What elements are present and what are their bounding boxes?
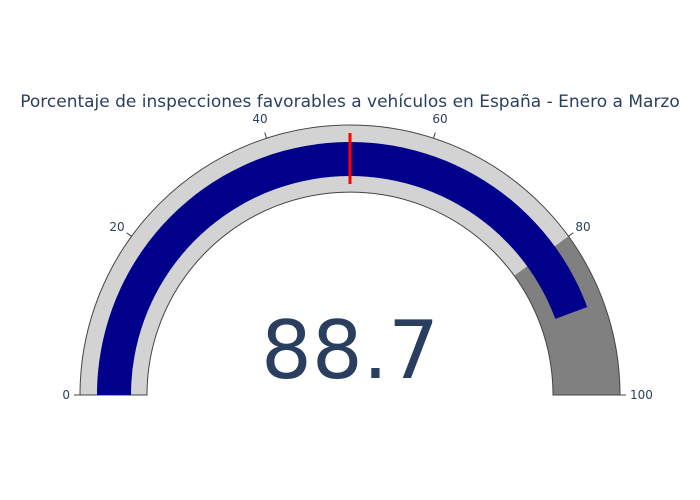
gauge-tick-label: 0 — [62, 388, 70, 402]
gauge-tick-20 — [126, 232, 132, 237]
gauge-group: 0 20 40 60 80 100 — [62, 112, 653, 402]
chart-title: Porcentaje de inspecciones favorables a … — [20, 92, 680, 112]
gauge-value-bar — [97, 142, 588, 395]
gauge-tick-80 — [568, 232, 574, 237]
gauge-tick-label: 100 — [630, 388, 653, 402]
gauge-tick-label: 40 — [252, 112, 267, 126]
gauge-tick-label: 80 — [575, 220, 590, 234]
gauge-tick-label: 20 — [109, 220, 124, 234]
gauge-tick-label: 60 — [432, 112, 447, 126]
gauge-value: 88.7 — [261, 304, 439, 397]
gauge-outline — [79, 124, 621, 396]
gauge-tick-60 — [432, 132, 436, 139]
gauge-tick-40 — [264, 132, 268, 139]
